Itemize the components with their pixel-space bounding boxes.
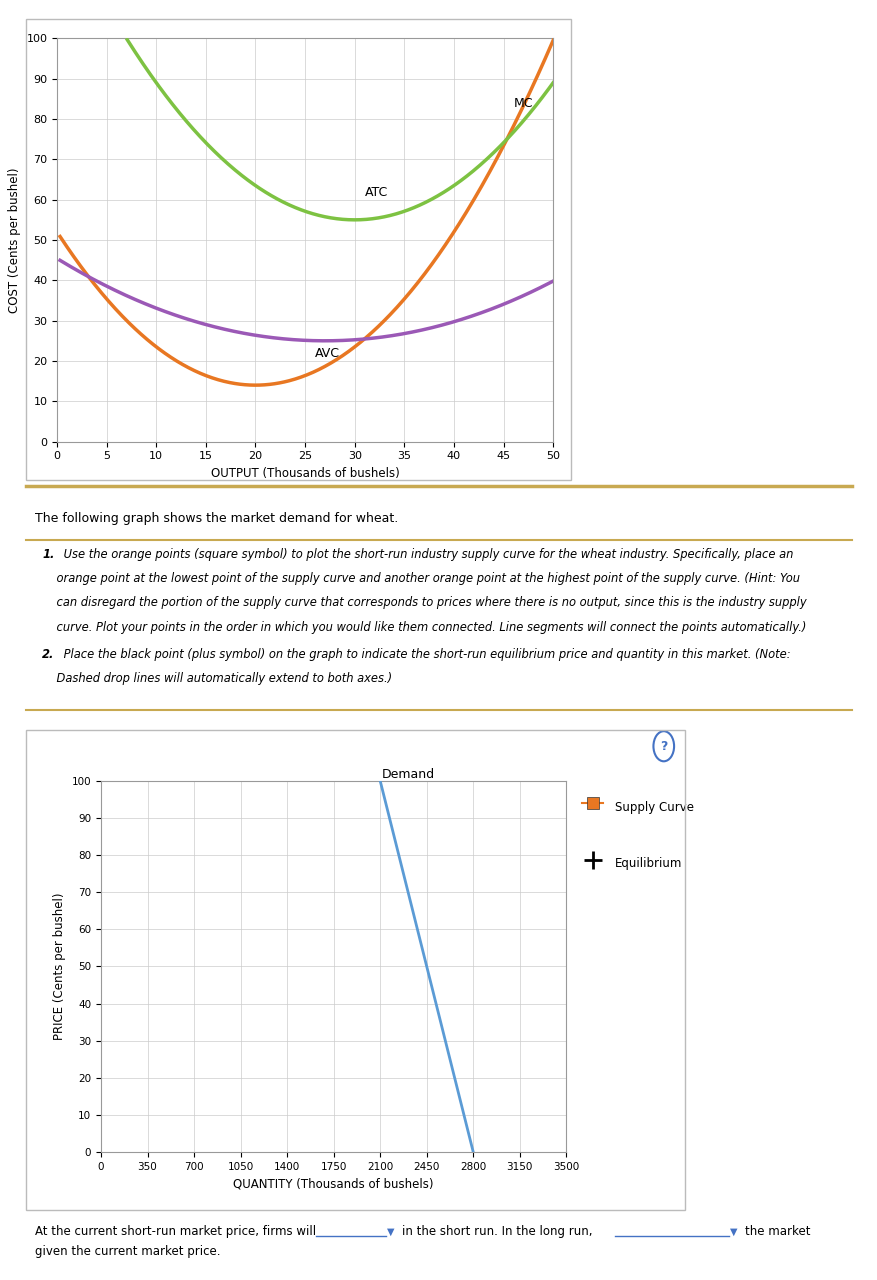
Text: ?: ? bbox=[660, 740, 667, 753]
Text: Equilibrium: Equilibrium bbox=[614, 858, 681, 870]
Text: MC: MC bbox=[513, 97, 532, 110]
Text: curve. Plot your points in the order in which you would like them connected. Lin: curve. Plot your points in the order in … bbox=[42, 621, 806, 634]
X-axis label: QUANTITY (Thousands of bushels): QUANTITY (Thousands of bushels) bbox=[233, 1178, 433, 1190]
Text: in the short run. In the long run,: in the short run. In the long run, bbox=[402, 1225, 592, 1238]
Text: ▼: ▼ bbox=[729, 1226, 737, 1236]
Text: 2.: 2. bbox=[42, 648, 54, 660]
Text: Place the black point (plus symbol) on the graph to indicate the short-run equil: Place the black point (plus symbol) on t… bbox=[60, 648, 789, 660]
Text: Demand: Demand bbox=[381, 768, 435, 781]
Y-axis label: PRICE (Cents per bushel): PRICE (Cents per bushel) bbox=[53, 892, 66, 1041]
Text: ATC: ATC bbox=[364, 186, 388, 198]
Text: ▼: ▼ bbox=[387, 1226, 395, 1236]
Text: Dashed drop lines will automatically extend to both axes.): Dashed drop lines will automatically ext… bbox=[42, 672, 392, 685]
Text: Supply Curve: Supply Curve bbox=[614, 801, 693, 814]
Text: AVC: AVC bbox=[315, 347, 339, 360]
Text: 1.: 1. bbox=[42, 548, 54, 561]
Y-axis label: COST (Cents per bushel): COST (Cents per bushel) bbox=[8, 168, 21, 312]
Text: orange point at the lowest point of the supply curve and another orange point at: orange point at the lowest point of the … bbox=[42, 572, 799, 585]
Text: Use the orange points (square symbol) to plot the short-run industry supply curv: Use the orange points (square symbol) to… bbox=[60, 548, 792, 561]
Text: At the current short-run market price, firms will: At the current short-run market price, f… bbox=[35, 1225, 316, 1238]
Text: the market: the market bbox=[744, 1225, 809, 1238]
X-axis label: OUTPUT (Thousands of bushels): OUTPUT (Thousands of bushels) bbox=[210, 467, 399, 480]
Text: given the current market price.: given the current market price. bbox=[35, 1245, 220, 1258]
Text: The following graph shows the market demand for wheat.: The following graph shows the market dem… bbox=[35, 512, 398, 525]
Text: can disregard the portion of the supply curve that corresponds to prices where t: can disregard the portion of the supply … bbox=[42, 596, 806, 609]
